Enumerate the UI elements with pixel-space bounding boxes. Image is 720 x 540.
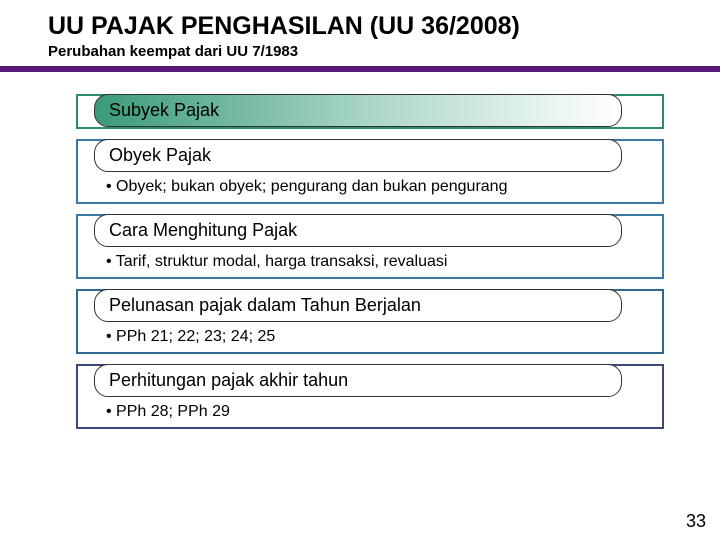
pill-obyek-pajak: Obyek Pajak <box>94 139 622 172</box>
bullet-obyek: Obyek; bukan obyek; pengurang dan bukan … <box>106 178 650 196</box>
block-perhitungan: Perhitungan pajak akhir tahun PPh 28; PP… <box>76 364 664 429</box>
block-obyek-pajak: Obyek Pajak Obyek; bukan obyek; penguran… <box>76 139 664 204</box>
pill-subyek-pajak: Subyek Pajak <box>94 94 622 127</box>
pill-perhitungan: Perhitungan pajak akhir tahun <box>94 364 622 397</box>
block-body-perhitungan: PPh 28; PPh 29 <box>78 397 662 427</box>
bullet-pelunasan: PPh 21; 22; 23; 24; 25 <box>106 328 650 346</box>
block-body-obyek: Obyek; bukan obyek; pengurang dan bukan … <box>78 172 662 202</box>
block-body-pelunasan: PPh 21; 22; 23; 24; 25 <box>78 322 662 352</box>
block-body-cara: Tarif, struktur modal, harga transaksi, … <box>78 247 662 277</box>
pill-cara-menghitung: Cara Menghitung Pajak <box>94 214 622 247</box>
content-area: Subyek Pajak Obyek Pajak Obyek; bukan ob… <box>0 72 720 429</box>
block-cara-menghitung: Cara Menghitung Pajak Tarif, struktur mo… <box>76 214 664 279</box>
bullet-cara: Tarif, struktur modal, harga transaksi, … <box>106 253 650 271</box>
page-number: 33 <box>686 511 706 532</box>
block-subyek-pajak: Subyek Pajak <box>76 94 664 129</box>
slide-subtitle: Perubahan keempat dari UU 7/1983 <box>0 43 720 66</box>
block-pelunasan: Pelunasan pajak dalam Tahun Berjalan PPh… <box>76 289 664 354</box>
slide-title: UU PAJAK PENGHASILAN (UU 36/2008) <box>0 0 720 43</box>
pill-pelunasan: Pelunasan pajak dalam Tahun Berjalan <box>94 289 622 322</box>
bullet-perhitungan: PPh 28; PPh 29 <box>106 403 650 421</box>
